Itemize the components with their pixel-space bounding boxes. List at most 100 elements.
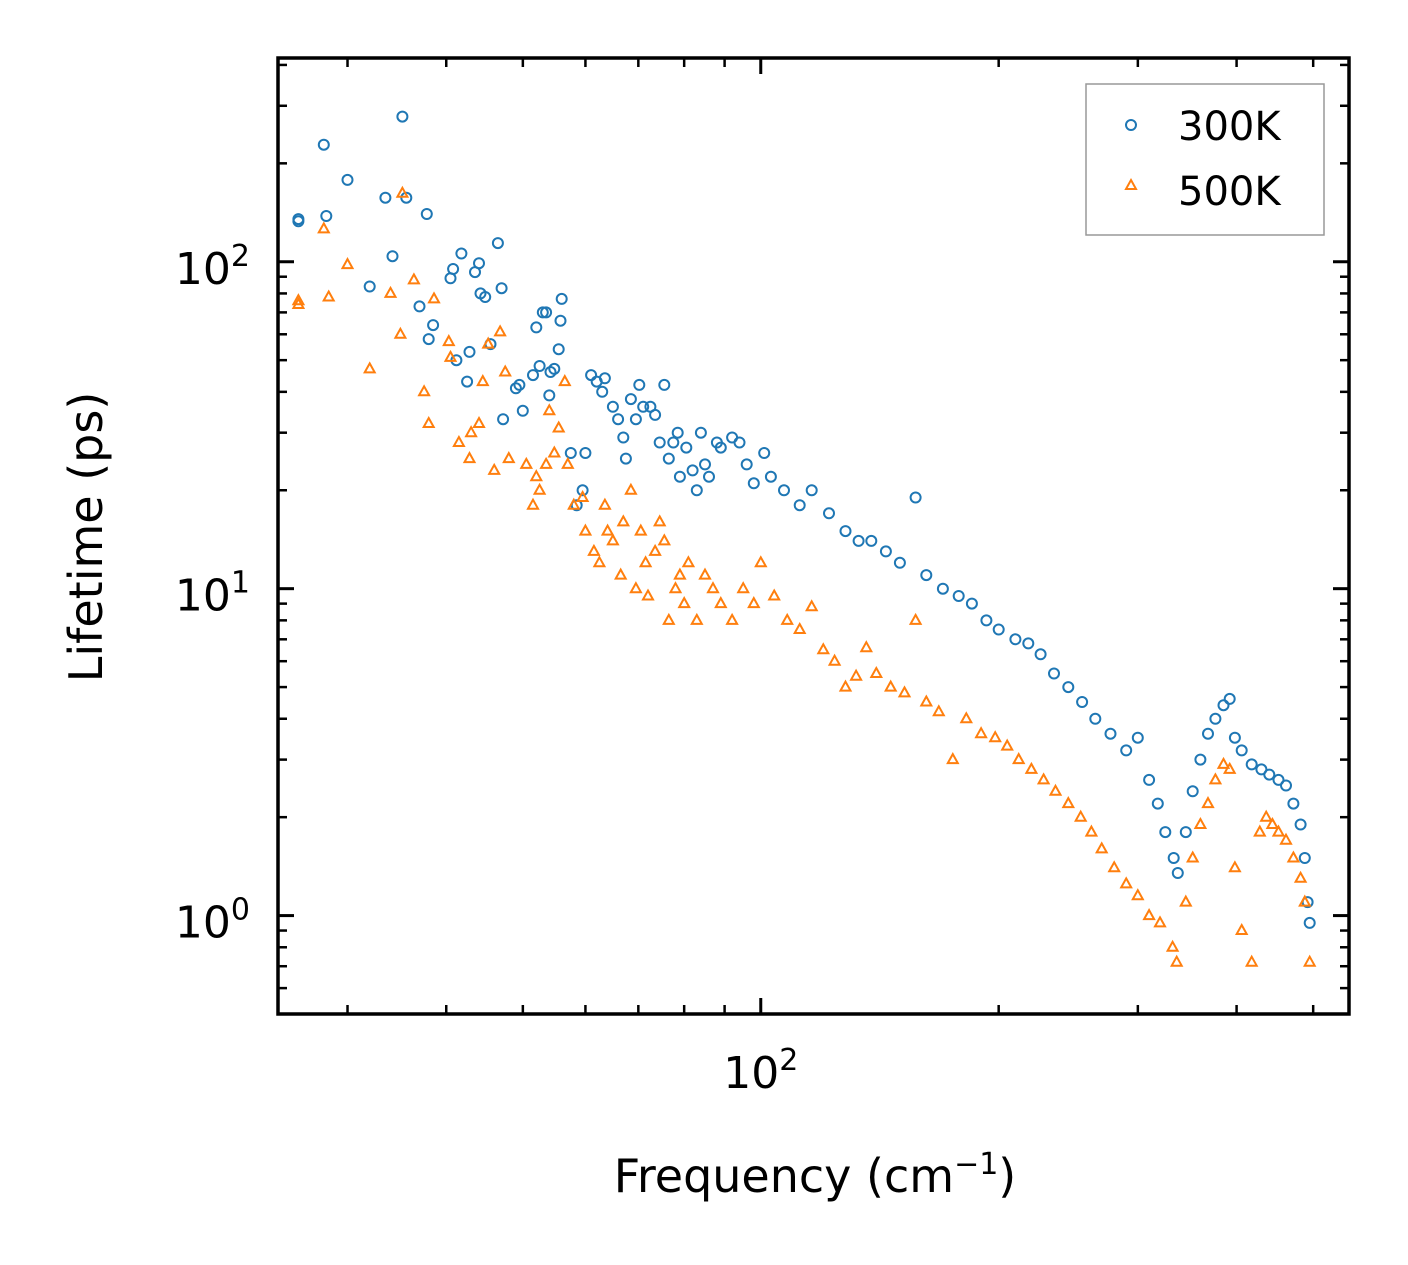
point-300k-36 bbox=[543, 389, 556, 402]
point-300k-90 bbox=[920, 569, 933, 582]
point-300k-125 bbox=[1287, 797, 1300, 810]
point-500k-29 bbox=[539, 456, 553, 469]
point-300k-101 bbox=[1076, 696, 1089, 708]
point-500k-79 bbox=[919, 694, 933, 707]
point-300k-19 bbox=[463, 345, 476, 358]
point-500k-77 bbox=[897, 685, 912, 698]
point-500k-94 bbox=[1107, 860, 1121, 873]
legend-box bbox=[1085, 83, 1325, 236]
point-500k-105 bbox=[1208, 772, 1223, 785]
point-500k-92 bbox=[1084, 824, 1099, 837]
point-500k-1 bbox=[291, 293, 306, 306]
point-500k-118 bbox=[1298, 894, 1312, 907]
point-500k-63 bbox=[736, 581, 750, 594]
point-300k-89 bbox=[909, 491, 922, 504]
point-500k-5 bbox=[363, 361, 377, 374]
point-500k-10 bbox=[417, 384, 431, 397]
point-500k-42 bbox=[606, 533, 620, 546]
point-500k-43 bbox=[614, 567, 628, 580]
point-500k-99 bbox=[1165, 939, 1180, 952]
point-500k-8 bbox=[395, 185, 410, 198]
point-300k-31 bbox=[527, 369, 539, 382]
point-500k-82 bbox=[959, 711, 973, 724]
point-300k-76 bbox=[740, 458, 753, 471]
point-300k-64 bbox=[671, 426, 684, 439]
point-300k-42 bbox=[564, 447, 577, 459]
point-500k-41 bbox=[600, 523, 615, 536]
point-300k-111 bbox=[1179, 826, 1192, 839]
point-300k-94 bbox=[980, 614, 993, 627]
point-300k-116 bbox=[1217, 699, 1230, 712]
point-300k-49 bbox=[598, 372, 611, 385]
point-500k-33 bbox=[558, 374, 572, 387]
point-300k-87 bbox=[879, 545, 892, 558]
point-500k-26 bbox=[526, 497, 540, 510]
point-300k-52 bbox=[617, 431, 630, 444]
point-500k-115 bbox=[1279, 832, 1293, 845]
point-500k-86 bbox=[1012, 752, 1026, 765]
y-tick-label-exponent: 0 bbox=[231, 893, 250, 928]
point-500k-16 bbox=[462, 451, 477, 464]
y-tick-label: 102 bbox=[175, 239, 250, 295]
point-500k-52 bbox=[657, 533, 671, 546]
point-500k-53 bbox=[662, 612, 676, 625]
point-300k-81 bbox=[793, 499, 806, 512]
point-300k-84 bbox=[839, 525, 852, 538]
point-300k-18 bbox=[461, 375, 474, 388]
point-300k-15 bbox=[447, 263, 460, 275]
point-300k-3 bbox=[320, 210, 333, 222]
point-500k-109 bbox=[1235, 922, 1249, 935]
legend-marker-500k bbox=[1124, 177, 1138, 190]
point-500k-65 bbox=[754, 555, 768, 568]
point-300k-97 bbox=[1022, 637, 1035, 650]
point-300k-118 bbox=[1228, 731, 1241, 744]
point-500k-74 bbox=[859, 640, 873, 653]
point-300k-103 bbox=[1104, 727, 1117, 740]
point-500k-90 bbox=[1061, 796, 1075, 809]
point-300k-57 bbox=[637, 400, 650, 413]
point-500k-67 bbox=[780, 612, 794, 625]
x-axis-title-main: Frequency (cm bbox=[614, 1149, 954, 1203]
point-300k-106 bbox=[1143, 773, 1156, 786]
point-500k-108 bbox=[1228, 860, 1242, 873]
point-500k-39 bbox=[592, 555, 607, 568]
point-500k-112 bbox=[1259, 809, 1273, 822]
point-300k-38 bbox=[548, 362, 561, 375]
point-300k-26 bbox=[495, 282, 508, 295]
point-500k-28 bbox=[532, 482, 547, 495]
point-500k-83 bbox=[974, 726, 988, 739]
point-300k-54 bbox=[624, 393, 637, 406]
point-500k-81 bbox=[946, 752, 960, 765]
legend-marker-300k bbox=[1125, 119, 1137, 131]
point-300k-48 bbox=[596, 385, 609, 398]
point-500k-27 bbox=[529, 469, 543, 482]
point-300k-1 bbox=[292, 213, 305, 226]
point-300k-107 bbox=[1151, 797, 1164, 810]
point-500k-111 bbox=[1253, 824, 1267, 837]
point-300k-28 bbox=[509, 382, 522, 395]
point-500k-2 bbox=[317, 221, 331, 234]
point-500k-101 bbox=[1179, 894, 1193, 907]
point-500k-98 bbox=[1153, 915, 1167, 928]
point-300k-114 bbox=[1202, 727, 1214, 740]
point-500k-110 bbox=[1245, 954, 1259, 967]
point-300k-104 bbox=[1120, 744, 1133, 757]
point-300k-93 bbox=[965, 597, 978, 610]
point-500k-45 bbox=[624, 482, 638, 495]
plot-frame bbox=[276, 56, 1351, 1016]
point-300k-5 bbox=[363, 280, 376, 293]
point-300k-117 bbox=[1223, 692, 1236, 705]
point-500k-62 bbox=[725, 612, 739, 625]
point-300k-12 bbox=[422, 333, 435, 346]
x-tick-label-base: 10 bbox=[723, 1048, 779, 1099]
point-500k-100 bbox=[1170, 954, 1184, 967]
point-300k-27 bbox=[497, 413, 510, 426]
point-300k-32 bbox=[530, 321, 543, 334]
series-500k bbox=[291, 185, 1317, 967]
point-500k-114 bbox=[1271, 824, 1286, 837]
point-300k-99 bbox=[1048, 667, 1060, 680]
point-500k-56 bbox=[677, 596, 691, 609]
point-300k-113 bbox=[1194, 753, 1207, 766]
y-tick-label-base: 10 bbox=[175, 571, 231, 622]
